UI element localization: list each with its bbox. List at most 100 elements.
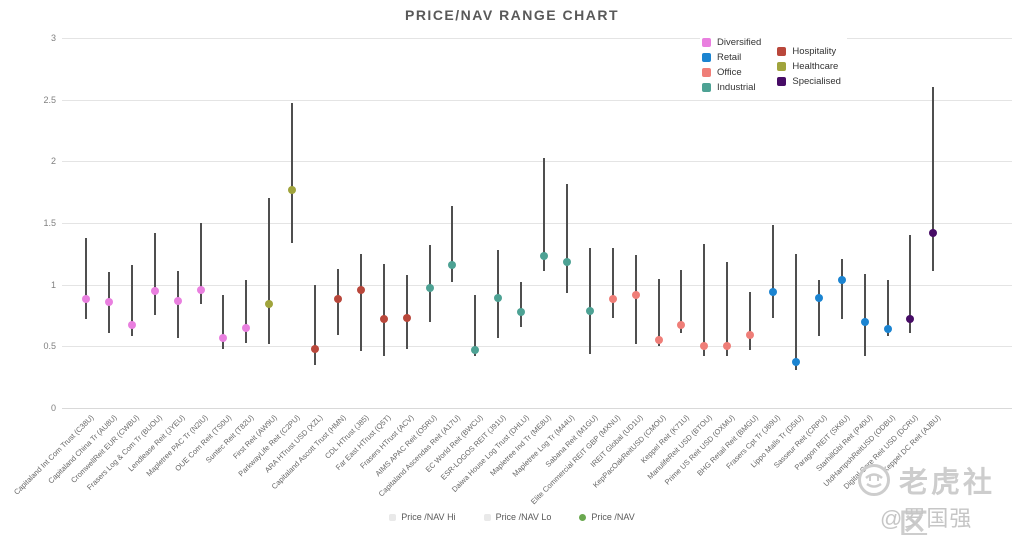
sector-swatch-icon: [777, 62, 787, 71]
price-nav-dot: [425, 284, 434, 293]
price-nav-dot: [219, 333, 228, 342]
chart-title: PRICE/NAV RANGE CHART: [404, 7, 620, 23]
sector-legend-label: Diversified: [717, 37, 762, 48]
price-nav-dot: [150, 286, 159, 295]
tiger-logo-icon: [858, 464, 890, 496]
price-nav-dot: [723, 342, 732, 351]
range-bar: [130, 264, 133, 337]
range-bar: [886, 279, 889, 337]
price-nav-dot: [356, 285, 365, 294]
sector-swatch-icon: [702, 53, 711, 62]
range-bar: [726, 262, 729, 357]
series-legend: Price /NAV Hi Price /NAV Lo Price /NAV: [0, 512, 1024, 522]
sector-swatch-icon: [702, 83, 711, 92]
sector-legend-label: Retail: [717, 52, 742, 63]
price-nav-dot: [173, 296, 182, 305]
series-legend-item: Price /NAV Hi: [389, 512, 456, 522]
price-nav-dot: [814, 294, 823, 303]
price-nav-dot: [379, 315, 388, 324]
range-bar: [588, 247, 591, 354]
price-nav-dot: [562, 258, 571, 267]
price-nav-dot: [654, 336, 663, 345]
price-nav-dot: [700, 342, 709, 351]
range-bar: [268, 198, 271, 344]
price-nav-dot: [631, 290, 640, 299]
range-bar: [611, 247, 614, 318]
range-bar: [520, 282, 523, 327]
range-marker-icon: [483, 513, 491, 521]
range-bar: [794, 253, 797, 370]
range-bar: [863, 273, 866, 357]
watermark-brand-text: 老虎社区: [899, 467, 996, 535]
range-bar: [153, 232, 156, 316]
range-bar: [840, 258, 843, 320]
range-bar: [909, 235, 912, 333]
range-bar: [451, 205, 454, 283]
series-legend-item: Price /NAV: [579, 512, 635, 522]
range-bar: [932, 87, 935, 272]
y-axis-tick-label: 0: [50, 403, 56, 413]
price-nav-dot: [311, 344, 319, 353]
y-axis-tick-label: 0.5: [43, 341, 56, 352]
price-nav-dot: [104, 297, 113, 306]
sector-legend-item: Retail: [702, 52, 761, 63]
watermark-author-handle: @罗国强Kenny: [880, 506, 973, 535]
range-bar: [222, 294, 225, 349]
range-bar: [543, 157, 545, 272]
sector-legend-label: Healthcare: [792, 61, 839, 72]
range-bar: [634, 255, 637, 344]
price-nav-dot: [517, 307, 526, 316]
range-bar: [772, 225, 774, 318]
series-legend-item: Price /NAV Lo: [483, 512, 552, 522]
price-nav-dot: [860, 317, 869, 326]
sector-swatch-icon: [777, 47, 787, 56]
price-nav-dot: [585, 306, 594, 315]
range-bar: [497, 250, 500, 338]
price-nav-dot: [494, 294, 503, 303]
range-bar: [314, 284, 316, 365]
range-bar: [245, 279, 248, 343]
range-bar: [657, 278, 660, 347]
price-nav-dot: [837, 275, 846, 284]
sector-legend-label: Specialised: [792, 76, 841, 87]
y-axis-tick-label: 3: [50, 33, 56, 43]
y-axis-tick-label: 1: [50, 279, 56, 290]
y-axis-tick-label: 2: [50, 156, 56, 167]
sector-legend: Diversified Retail Office Industrial Hospit…: [700, 35, 847, 97]
price-nav-dot: [608, 295, 617, 304]
range-bar: [382, 263, 385, 357]
gridline-y-3: [62, 38, 1012, 39]
price-nav-dot: [746, 331, 755, 340]
series-legend-label: Price /NAV Hi: [401, 512, 456, 522]
y-axis-tick-label: 2.5: [43, 94, 56, 105]
gridline-y-1.5: [62, 223, 1012, 224]
price-nav-dot: [906, 315, 915, 324]
sector-legend-item: Office: [702, 67, 761, 78]
price-nav-dot: [769, 288, 777, 297]
range-bar: [680, 269, 683, 333]
y-axis-tick-label: 1.5: [43, 218, 56, 228]
sector-legend-column-1: Diversified Retail Office Industrial: [702, 37, 761, 93]
sector-legend-label: Industrial: [717, 82, 756, 93]
price-nav-dot: [242, 323, 251, 332]
price-nav-dot: [540, 252, 548, 261]
series-legend-label: Price /NAV Lo: [495, 512, 552, 522]
range-bar: [749, 292, 752, 351]
sector-legend-item: Diversified: [702, 37, 761, 48]
price-nav-dot: [791, 358, 800, 367]
gridline-y-0.5: [62, 346, 1012, 348]
gridline-y-0: [62, 408, 1012, 409]
sector-legend-item: Industrial: [702, 82, 761, 93]
price-nav-dot: [883, 325, 892, 334]
range-bar: [291, 103, 294, 243]
price-nav-dot: [471, 346, 480, 355]
sector-swatch-icon: [777, 77, 787, 86]
range-bar: [405, 274, 408, 349]
price-nav-dot: [402, 313, 411, 322]
gridline-y-2: [62, 161, 1012, 163]
range-bar: [817, 279, 820, 337]
range-bar: [85, 237, 87, 320]
price-nav-dot: [196, 285, 205, 294]
price-nav-marker-icon: [579, 513, 587, 521]
